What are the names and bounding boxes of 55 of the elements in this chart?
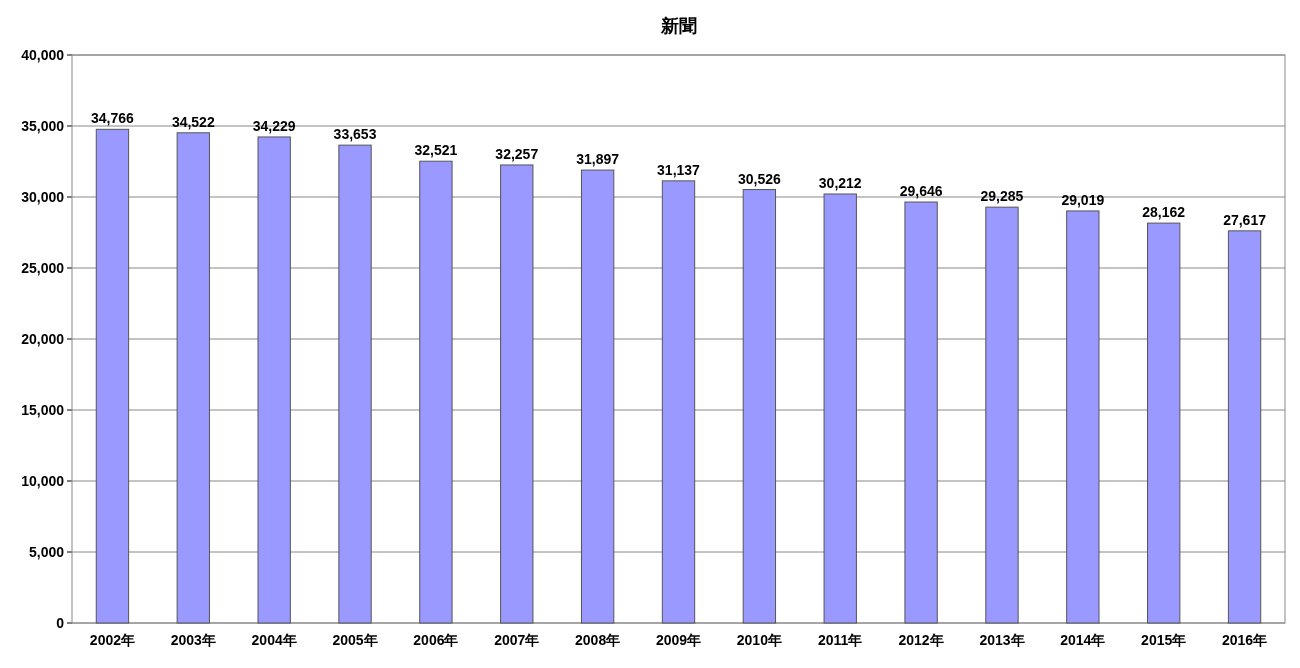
bar	[985, 206, 1019, 624]
y-tick-label: 20,000	[21, 331, 65, 347]
y-tick-label: 35,000	[21, 118, 65, 134]
bar	[742, 189, 777, 624]
bar	[257, 136, 291, 624]
data-label: 29,285	[980, 188, 1024, 205]
data-label: 32,521	[414, 142, 458, 159]
y-tick-label: 15,000	[21, 402, 65, 418]
data-label: 27,617	[1223, 211, 1267, 228]
bar	[1227, 230, 1262, 624]
data-label: 34,766	[91, 110, 135, 127]
data-label: 28,162	[1142, 204, 1186, 221]
x-tick-label: 2005年	[332, 632, 378, 648]
y-tick-label: 25,000	[21, 260, 65, 276]
data-label: 32,257	[495, 145, 539, 162]
x-tick-label: 2004年	[251, 632, 297, 648]
y-tick-label: 30,000	[21, 189, 65, 205]
data-label: 29,019	[1061, 191, 1105, 208]
x-tick-label: 2011年	[818, 632, 863, 648]
x-tick-label: 2006年	[413, 632, 459, 648]
y-tick-label: 5,000	[28, 544, 65, 560]
data-label: 33,653	[333, 126, 377, 143]
bar	[823, 193, 857, 624]
x-tick-label: 2008年	[575, 632, 621, 648]
x-tick-label: 2003年	[170, 632, 216, 648]
bar	[419, 160, 453, 624]
bar	[904, 201, 938, 624]
data-label: 34,229	[252, 117, 296, 134]
x-tick-label: 2016年	[1221, 632, 1268, 648]
x-tick-label: 2014年	[1060, 632, 1106, 648]
x-tick-label: 2002年	[89, 632, 136, 648]
y-tick-label: 0	[56, 615, 65, 631]
data-label: 31,897	[576, 151, 620, 168]
data-label: 30,212	[818, 174, 862, 191]
data-label: 34,522	[171, 113, 215, 130]
x-tick-label: 2007年	[494, 632, 540, 648]
bar	[500, 164, 534, 624]
data-label: 29,646	[899, 183, 943, 200]
bar	[661, 180, 696, 624]
x-tick-label: 2009年	[655, 632, 702, 648]
bar	[95, 128, 130, 624]
x-tick-label: 2015年	[1141, 632, 1187, 648]
x-tick-label: 2013年	[979, 632, 1025, 648]
y-tick-label: 10,000	[21, 473, 65, 489]
bar	[580, 169, 615, 624]
x-tick-label: 2010年	[736, 632, 782, 648]
bar	[1147, 222, 1181, 624]
x-tick-label: 2012年	[898, 632, 944, 648]
data-label: 30,526	[737, 170, 781, 187]
chart-title: 新聞	[659, 16, 697, 36]
data-label: 31,137	[657, 161, 701, 178]
bar	[1066, 210, 1100, 624]
y-tick-label: 40,000	[21, 47, 65, 63]
bar	[338, 144, 372, 624]
bar	[176, 132, 210, 624]
